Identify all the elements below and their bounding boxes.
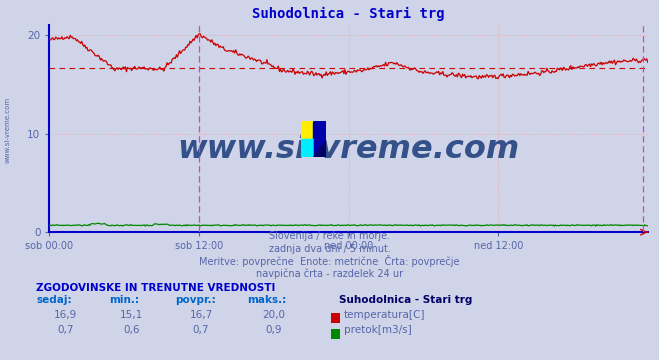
Text: sedaj:: sedaj: xyxy=(36,295,72,305)
Text: min.:: min.: xyxy=(109,295,139,305)
Text: temperatura[C]: temperatura[C] xyxy=(344,310,426,320)
Bar xyxy=(301,121,313,139)
Text: 15,1: 15,1 xyxy=(120,310,144,320)
Text: povpr.:: povpr.: xyxy=(175,295,215,305)
Text: www.si-vreme.com: www.si-vreme.com xyxy=(5,96,11,163)
Polygon shape xyxy=(301,139,313,157)
Bar xyxy=(313,121,326,157)
Text: Slovenija / reke in morje.: Slovenija / reke in morje. xyxy=(269,231,390,242)
Text: navpična črta - razdelek 24 ur: navpična črta - razdelek 24 ur xyxy=(256,269,403,279)
Text: 0,7: 0,7 xyxy=(192,325,210,335)
Polygon shape xyxy=(301,121,313,139)
Text: 16,9: 16,9 xyxy=(54,310,78,320)
Text: maks.:: maks.: xyxy=(247,295,287,305)
Polygon shape xyxy=(313,139,326,157)
Text: 0,9: 0,9 xyxy=(265,325,282,335)
Text: 0,6: 0,6 xyxy=(123,325,140,335)
Text: www.si-vreme.com: www.si-vreme.com xyxy=(177,134,520,165)
Text: Suhodolnica - Stari trg: Suhodolnica - Stari trg xyxy=(339,295,473,305)
Text: 0,7: 0,7 xyxy=(57,325,74,335)
Text: zadnja dva dni / 5 minut.: zadnja dva dni / 5 minut. xyxy=(269,244,390,254)
Text: 16,7: 16,7 xyxy=(189,310,213,320)
Text: 20,0: 20,0 xyxy=(262,310,285,320)
Text: Meritve: povprečne  Enote: metrične  Črta: povprečje: Meritve: povprečne Enote: metrične Črta:… xyxy=(199,255,460,267)
Text: pretok[m3/s]: pretok[m3/s] xyxy=(344,325,412,335)
Bar xyxy=(301,139,313,157)
Title: Suhodolnica - Stari trg: Suhodolnica - Stari trg xyxy=(252,7,445,21)
Text: ZGODOVINSKE IN TRENUTNE VREDNOSTI: ZGODOVINSKE IN TRENUTNE VREDNOSTI xyxy=(36,283,275,293)
